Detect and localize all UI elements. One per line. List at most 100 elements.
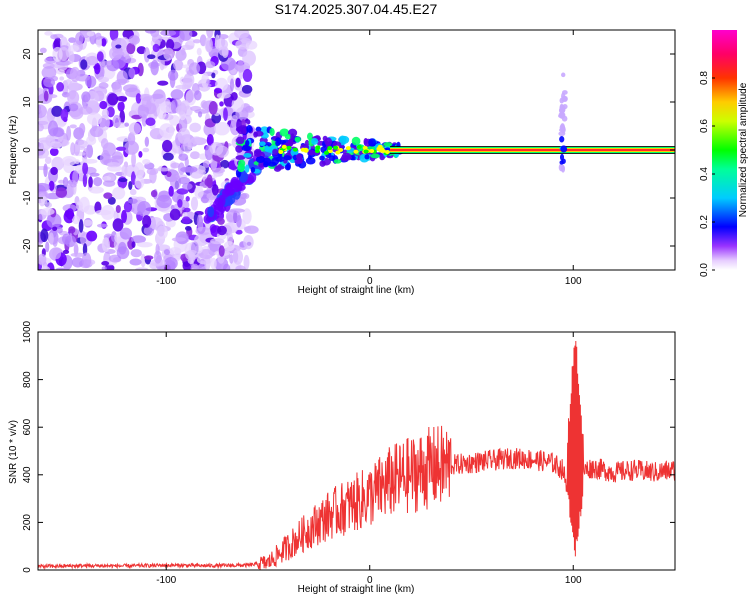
- spectrogram-blob: [43, 77, 56, 88]
- spectrogram-blob: [351, 136, 361, 146]
- snr-series-line: [38, 340, 675, 570]
- spectrogram-blob: [210, 257, 217, 270]
- spectrogram-blob: [194, 109, 210, 114]
- snr-ytick-label: 1000: [22, 320, 33, 343]
- spectrogram-blob: [184, 226, 192, 231]
- spectrogram-blob: [169, 247, 182, 254]
- spectrogram-blob: [319, 160, 326, 167]
- spectrogram-blob: [38, 104, 47, 119]
- spectrogram-blob: [190, 263, 200, 270]
- spectrogram-blob: [276, 139, 287, 145]
- spectrogram-blob: [369, 149, 375, 154]
- spectrogram-blob: [240, 37, 251, 44]
- spectrogram-blob: [207, 206, 215, 218]
- spectrogram-blob: [56, 82, 65, 92]
- spectrogram-blob: [231, 96, 245, 113]
- spectrogram-blob: [107, 93, 119, 106]
- spectrogram-blob: [197, 111, 203, 118]
- spectrogram-blob: [59, 76, 65, 81]
- spectrogram-blob: [235, 265, 246, 270]
- spectrogram-blob: [206, 30, 214, 39]
- spectrogram-blob: [53, 37, 62, 51]
- spectrogram-blob: [131, 151, 137, 168]
- spectrogram-blob: [213, 173, 219, 178]
- spectrogram-blob: [258, 161, 265, 168]
- spectrogram-blob: [237, 163, 245, 173]
- spectrogram-blob: [48, 180, 55, 191]
- spectrogram-blob: [364, 154, 370, 160]
- spectrogram-blob: [210, 238, 225, 245]
- spectrogram-blob: [86, 112, 103, 126]
- spectrogram-blob: [195, 226, 211, 236]
- spectrogram-blob: [112, 114, 122, 128]
- spectrogram-blob: [169, 173, 182, 190]
- spectrogram-blob: [130, 235, 146, 244]
- spectrogram-blob: [138, 151, 143, 158]
- spectrogram-blob: [194, 233, 209, 247]
- spectrogram-blob: [380, 148, 386, 153]
- spectrogram-blob: [82, 162, 89, 175]
- spectrogram-blob: [135, 267, 149, 270]
- spectrogram-blob: [124, 122, 130, 127]
- spectrogram-blob: [124, 140, 139, 155]
- spectrogram-blob: [46, 213, 62, 229]
- spectrogram-blob: [128, 122, 142, 135]
- spectrogram-blob: [156, 104, 167, 120]
- spectrogram-blob: [101, 38, 107, 47]
- spectrogram-blob: [164, 257, 178, 270]
- spectrogram-blob: [214, 122, 230, 136]
- spectrogram-blob: [224, 197, 234, 206]
- spectrogram-ytick-label: -20: [22, 238, 33, 253]
- spectrogram-blob: [182, 74, 193, 90]
- spectrogram-blob: [218, 195, 226, 207]
- spectrogram-blob: [255, 126, 262, 132]
- spectrogram-blob: [193, 90, 202, 101]
- spectrogram-blob: [46, 94, 58, 99]
- spectrogram-blob: [162, 152, 174, 161]
- spectrogram-blob: [62, 204, 77, 213]
- spectrogram-blob: [80, 59, 88, 70]
- spectrogram-blob: [156, 225, 168, 240]
- spectrogram-blob: [170, 89, 184, 100]
- spectrogram-blob: [128, 67, 136, 79]
- spectrogram-blob: [234, 30, 250, 39]
- spectrogram-blob: [102, 180, 116, 187]
- spectrogram-blob: [55, 187, 68, 198]
- spectrogram-blob: [38, 253, 47, 266]
- spectrogram-blob: [236, 215, 242, 228]
- spectrogram-blob: [294, 136, 301, 142]
- spectrogram-blob: [78, 106, 93, 115]
- spectrogram-blob: [278, 149, 284, 154]
- spectrogram-blob: [78, 219, 84, 233]
- spectrogram-blob: [259, 141, 266, 147]
- spectrogram-blob: [236, 136, 245, 145]
- spectrogram-blob: [179, 30, 193, 41]
- spectrogram-blob: [38, 123, 44, 132]
- spectrogram-blob: [243, 254, 250, 270]
- spectrogram-blob: [370, 153, 381, 159]
- spectrogram-blob: [70, 142, 76, 156]
- spectrogram-blob: [230, 180, 242, 193]
- spectrogram-blob: [44, 31, 53, 36]
- spectrogram-blob: [205, 61, 216, 69]
- spectrogram-blob: [72, 170, 79, 185]
- spectrogram-blob: [230, 91, 238, 101]
- spectrogram-blob: [137, 104, 149, 119]
- spectrogram-blob: [218, 245, 225, 257]
- spectrogram-blob: [245, 139, 250, 147]
- spectrogram-blob: [136, 46, 147, 55]
- spectrogram-blob: [67, 90, 80, 106]
- spectrogram-blob: [171, 237, 187, 242]
- spectrogram-blob: [229, 78, 235, 92]
- spectrogram-blob: [250, 166, 256, 173]
- spectrogram-blob: [384, 149, 390, 154]
- spectrogram-blob: [44, 202, 53, 208]
- spectrogram-blob: [85, 75, 97, 88]
- spectrogram-blob: [333, 145, 339, 150]
- spectrogram-blob: [88, 176, 93, 188]
- spectrogram-blob: [137, 201, 152, 217]
- spectrogram-spike: [561, 165, 566, 173]
- spectrogram-blob: [40, 207, 55, 216]
- spectrogram-blob: [101, 266, 107, 270]
- spectrogram-blob: [38, 139, 51, 151]
